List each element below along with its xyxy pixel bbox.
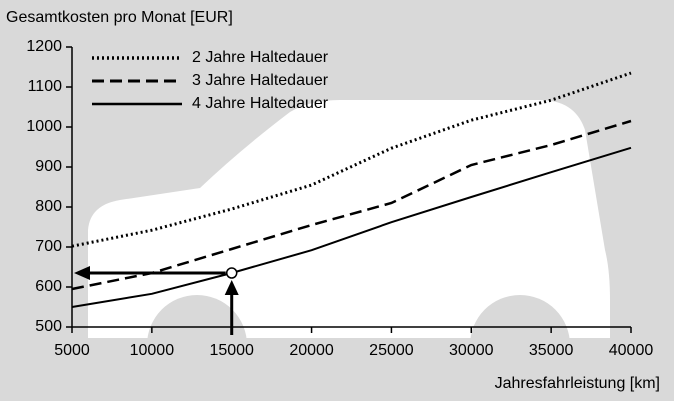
x-tick-label: 35000 xyxy=(529,342,574,359)
x-tick-label: 20000 xyxy=(289,342,334,359)
legend-label: 3 Jahre Haltedauer xyxy=(192,72,329,89)
x-tick-label: 40000 xyxy=(609,342,654,359)
legend-label: 2 Jahre Haltedauer xyxy=(192,49,329,66)
legend-label: 4 Jahre Haltedauer xyxy=(192,95,329,112)
x-tick-label: 10000 xyxy=(130,342,175,359)
y-tick-label: 1000 xyxy=(26,118,62,135)
x-axis-label: Jahresfahrleistung [km] xyxy=(495,375,660,392)
chart-title: Gesamtkosten pro Monat [EUR] xyxy=(6,9,233,26)
x-tick-label: 30000 xyxy=(449,342,494,359)
y-tick-label: 800 xyxy=(35,198,62,215)
highlight-point xyxy=(227,268,237,278)
x-tick-label: 15000 xyxy=(209,342,254,359)
x-tick-label: 5000 xyxy=(54,342,90,359)
y-tick-label: 500 xyxy=(35,318,62,335)
y-tick-label: 600 xyxy=(35,278,62,295)
y-tick-label: 1100 xyxy=(28,78,63,95)
y-tick-label: 1200 xyxy=(26,38,62,55)
y-tick-label: 900 xyxy=(35,158,62,175)
x-tick-label: 25000 xyxy=(369,342,414,359)
y-tick-label: 700 xyxy=(35,238,62,255)
chart: Gesamtkosten pro Monat [EUR] Jahresfahrl… xyxy=(0,0,674,401)
